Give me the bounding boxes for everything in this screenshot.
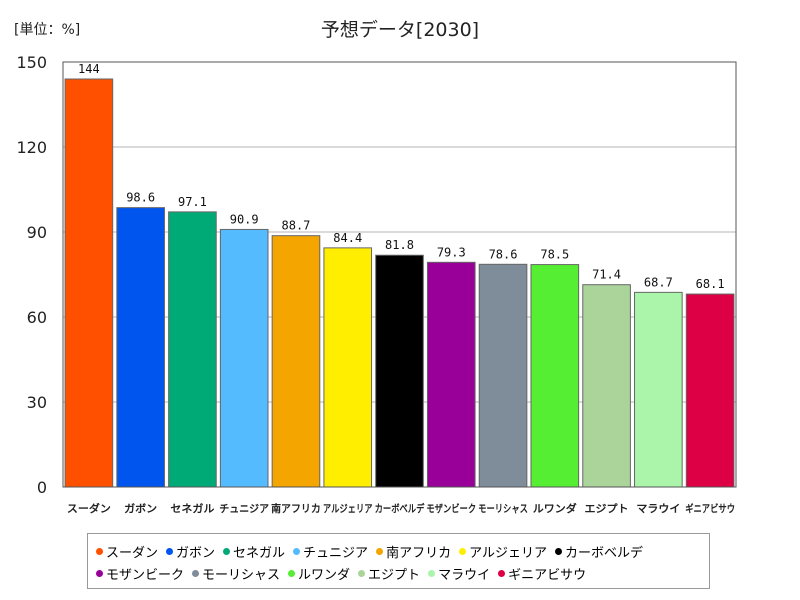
unit-label: [単位：%] [14,22,80,38]
x-tick-label: エジプト [585,502,629,515]
legend-item: モーリシャス [192,564,280,583]
legend-swatch [554,547,562,555]
legend-row: スーダン ガボン セネガル チュニジア 南アフリカ アルジェリア カーボベルデ [96,542,651,561]
x-tick-label: ギニアビサウ [685,502,735,515]
x-tick-label: セネガル [170,502,215,515]
legend: スーダン ガボン セネガル チュニジア 南アフリカ アルジェリア カーボベルデ モザンビーク… [87,533,710,589]
chart-title: 予想データ[2030] [321,19,479,41]
bar [582,284,631,488]
data-label: 79.3 [437,245,466,259]
legend-label: 南アフリカ [386,545,452,561]
legend-item: 南アフリカ [376,542,451,561]
legend-item: ギニアビサウ [498,564,586,583]
legend-swatch [498,569,506,577]
data-label: 68.1 [696,277,725,291]
data-label: 78.5 [540,248,569,262]
data-label: 97.1 [178,195,207,209]
data-label: 78.6 [489,247,518,261]
bar [478,263,528,488]
legend-swatch [358,569,366,577]
legend-swatch [223,547,231,555]
legend-label: モザンビーク [106,567,185,583]
legend-swatch [376,547,384,555]
y-tick-label: 0 [37,478,47,497]
legend-item: モザンビーク [96,564,184,583]
y-tick-label: 150 [16,53,47,72]
data-label: 84.4 [333,231,362,245]
bars [64,78,735,488]
x-axis-labels: スーダン ガボン セネガル チュニジア 南アフリカ アルジェリア カーボベルデモザンビークモ… [67,502,735,515]
bar [271,235,321,488]
legend-item: アルジェリア [459,542,547,561]
legend-item: ルワンダ [288,564,350,583]
data-label: 90.9 [230,212,259,226]
legend-swatch [459,547,467,555]
legend-swatch [428,569,436,577]
legend-label: ギニアビサウ [508,567,587,583]
bar [375,254,424,488]
x-tick-label: チュニジア [219,503,269,515]
legend-item: カーボベルデ [554,542,643,561]
data-label: 68.7 [644,275,673,289]
value-labels: 144 98.6 97.1 90.9 88.7 84.4 81.8 79.3 78.6 78.5 7… [78,62,725,291]
legend-label: カーボベルデ [564,545,643,561]
y-tick-label: 90 [27,223,47,242]
data-label: 81.8 [385,238,414,252]
x-tick-label: モザンビーク [426,502,476,515]
legend-item: エジプト [358,564,420,583]
legend-item: ガボン [166,542,215,561]
x-tick-label: カーボベルデ [375,502,425,515]
bar [219,228,269,488]
legend-item: セネガル [223,542,285,561]
bar [426,261,476,488]
legend-label: ガボン [176,545,216,561]
legend-label: モーリシャス [202,567,281,583]
bar [530,264,580,488]
bar [168,211,217,488]
legend-label: マラウイ [438,567,491,583]
legend-swatch [293,547,301,555]
y-tick-label: 120 [16,138,47,157]
plot-frame [62,61,737,488]
legend-swatch [166,547,174,555]
bar [64,78,114,488]
legend-label: セネガル [233,545,286,561]
x-tick-label: スーダン [67,502,111,515]
x-tick-label: ルワンダ [533,502,578,515]
legend-label: アルジェリア [469,545,547,561]
data-label: 98.6 [126,191,155,205]
y-tick-label: 30 [27,393,47,412]
data-label: 88.7 [282,219,311,233]
bar [323,247,373,488]
legend-swatch [288,569,296,577]
legend-item: マラウイ [428,564,490,583]
legend-swatch [192,569,200,577]
legend-swatch [96,569,103,577]
x-tick-label: マラウイ [636,503,680,515]
bar [634,291,683,488]
legend-label: ルワンダ [298,567,351,583]
legend-item: スーダン [96,542,158,561]
x-tick-label: ガボン [124,502,157,515]
y-tick-label: 60 [27,308,47,327]
y-axis: 0 30 60 90 120 150 [16,53,47,497]
data-label: 71.4 [592,268,621,282]
bar [685,293,735,488]
x-tick-label: 南アフリカ [271,502,321,515]
x-tick-label: モーリシャス [478,503,528,515]
legend-swatch [96,547,103,555]
legend-item: チュニジア [293,542,368,561]
legend-row: モザンビーク モーリシャス ルワンダ エジプト マラウイ ギニアビサウ [96,564,594,583]
bar [116,207,165,488]
legend-label: エジプト [368,567,421,583]
legend-label: スーダン [106,545,159,561]
x-tick-label: アルジェリア [323,503,373,515]
legend-label: チュニジア [303,545,369,561]
data-label: 144 [78,62,100,76]
